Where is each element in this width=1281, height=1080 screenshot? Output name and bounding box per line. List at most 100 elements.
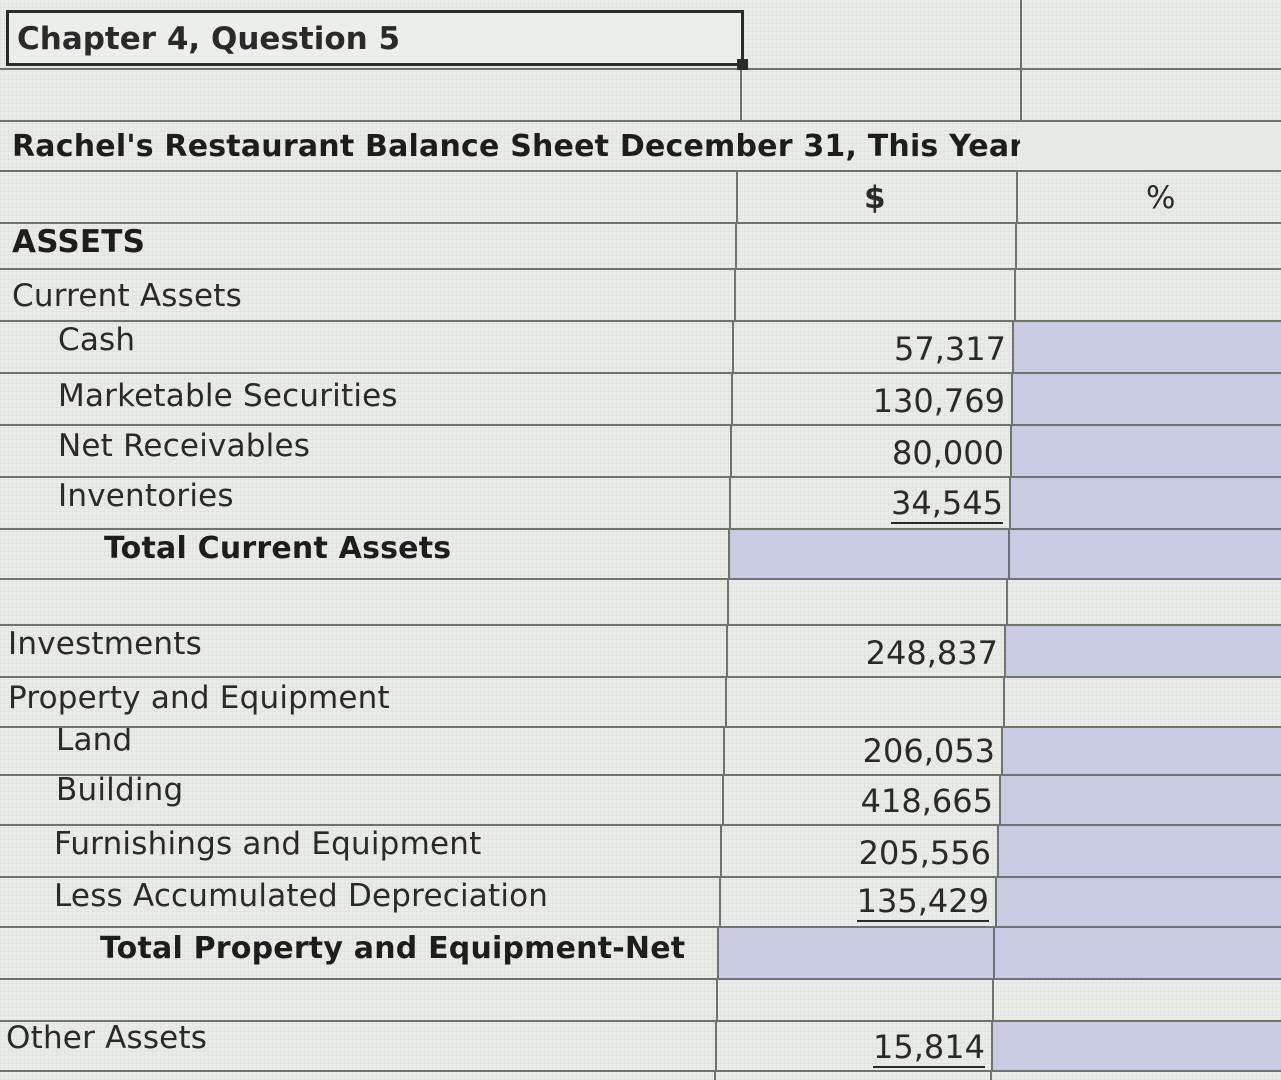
other-assets-label-cell[interactable]: Other Assets bbox=[0, 1022, 717, 1070]
furnishings-label: Furnishings and Equipment bbox=[54, 826, 482, 862]
other-assets-percent-cell[interactable] bbox=[993, 1022, 1281, 1070]
total-current-assets-amount-cell[interactable] bbox=[730, 530, 1010, 578]
sheet-row-total-current-assets: Total Current Assets bbox=[0, 530, 1281, 580]
property-equipment-label-cell[interactable]: Property and Equipment bbox=[0, 678, 727, 726]
investments-percent-cell[interactable] bbox=[1006, 626, 1281, 676]
total-current-assets-label: Total Current Assets bbox=[104, 531, 452, 566]
cash-amount: 57,317 bbox=[894, 330, 1006, 368]
sheet-row-land: Land 206,053 bbox=[0, 728, 1281, 776]
other-assets-amount: 15,814 bbox=[873, 1028, 985, 1068]
sheet-row-current-assets: Current Assets bbox=[0, 270, 1281, 322]
fill-handle[interactable] bbox=[737, 59, 748, 70]
land-label: Land bbox=[56, 728, 133, 758]
selected-cell-title[interactable]: Chapter 4, Question 5 bbox=[6, 10, 748, 70]
cell-blank[interactable] bbox=[0, 980, 718, 1020]
cell-blank[interactable] bbox=[742, 70, 1022, 120]
land-amount: 206,053 bbox=[862, 732, 995, 770]
other-assets-amount-cell[interactable]: 15,814 bbox=[717, 1022, 993, 1070]
total-pe-net-percent-cell[interactable] bbox=[995, 928, 1281, 978]
inventories-amount-cell[interactable]: 34,545 bbox=[731, 478, 1011, 528]
furnishings-label-cell[interactable]: Furnishings and Equipment bbox=[0, 826, 722, 876]
sheet-row-accumulated-depreciation: Less Accumulated Depreciation 135,429 bbox=[0, 878, 1281, 928]
cell-blank[interactable] bbox=[0, 70, 742, 120]
cash-label-cell[interactable]: Cash bbox=[0, 322, 734, 372]
furnishings-amount-cell[interactable]: 205,556 bbox=[722, 826, 999, 876]
sheet-row-blank-1 bbox=[0, 70, 1281, 122]
building-amount-cell[interactable]: 418,665 bbox=[724, 776, 1001, 824]
cell-e-title-row[interactable] bbox=[1022, 0, 1281, 68]
building-percent-cell[interactable] bbox=[1001, 776, 1281, 824]
sheet-row-title bbox=[0, 0, 1281, 70]
sheet-row-net-receivables: Net Receivables 80,000 bbox=[0, 426, 1281, 478]
inventories-percent-cell[interactable] bbox=[1011, 478, 1281, 528]
land-percent-cell[interactable] bbox=[1003, 728, 1281, 774]
marketable-securities-percent-cell[interactable] bbox=[1013, 374, 1281, 424]
balance-sheet-heading: Rachel's Restaurant Balance Sheet Decemb… bbox=[12, 129, 1025, 164]
sheet-row-heading: Rachel's Restaurant Balance Sheet Decemb… bbox=[0, 122, 1281, 172]
cell-blank[interactable] bbox=[737, 224, 1017, 268]
sheet-row-property-equipment: Property and Equipment bbox=[0, 678, 1281, 728]
sheet-row-investments: Investments 248,837 bbox=[0, 626, 1281, 678]
cell-blank[interactable] bbox=[994, 980, 1281, 1020]
cash-percent-cell[interactable] bbox=[1014, 322, 1281, 372]
net-receivables-amount-cell[interactable]: 80,000 bbox=[732, 426, 1012, 476]
accumulated-depreciation-percent-cell[interactable] bbox=[997, 878, 1281, 926]
cell-blank[interactable] bbox=[1020, 122, 1281, 170]
sheet-row-building: Building 418,665 bbox=[0, 776, 1281, 826]
investments-label-cell[interactable]: Investments bbox=[0, 626, 728, 676]
marketable-securities-amount-cell[interactable]: 130,769 bbox=[733, 374, 1013, 424]
net-receivables-percent-cell[interactable] bbox=[1012, 426, 1281, 476]
marketable-securities-label-cell[interactable]: Marketable Securities bbox=[0, 374, 733, 424]
cell-blank[interactable] bbox=[0, 1072, 716, 1080]
marketable-securities-amount: 130,769 bbox=[872, 382, 1005, 420]
total-pe-net-amount-cell[interactable] bbox=[719, 928, 995, 978]
total-pe-net-label: Total Property and Equipment-Net bbox=[100, 931, 686, 966]
dollar-header-cell[interactable]: $ bbox=[738, 172, 1018, 222]
percent-header-cell[interactable]: % bbox=[1018, 172, 1281, 222]
accumulated-depreciation-amount: 135,429 bbox=[856, 882, 989, 922]
net-receivables-label-cell[interactable]: Net Receivables bbox=[0, 426, 732, 476]
cell-blank[interactable] bbox=[0, 172, 738, 222]
cell-blank[interactable] bbox=[0, 580, 729, 624]
cell-blank[interactable] bbox=[729, 580, 1008, 624]
cell-d-title-row[interactable] bbox=[744, 0, 1022, 68]
current-assets-label: Current Assets bbox=[12, 278, 242, 314]
cell-blank[interactable] bbox=[1005, 678, 1281, 726]
sheet-row-blank-3 bbox=[0, 980, 1281, 1022]
sheet-row-blank-2 bbox=[0, 580, 1281, 626]
cell-blank[interactable] bbox=[1017, 224, 1281, 268]
furnishings-percent-cell[interactable] bbox=[999, 826, 1281, 876]
land-amount-cell[interactable]: 206,053 bbox=[725, 728, 1003, 774]
inventories-amount: 34,545 bbox=[891, 484, 1003, 524]
sheet-title: Chapter 4, Question 5 bbox=[17, 21, 401, 57]
cell-blank[interactable] bbox=[727, 678, 1005, 726]
net-receivables-label: Net Receivables bbox=[58, 428, 311, 464]
cash-amount-cell[interactable]: 57,317 bbox=[734, 322, 1014, 372]
accumulated-depreciation-amount-cell[interactable]: 135,429 bbox=[721, 878, 997, 926]
assets-label-cell[interactable]: ASSETS bbox=[0, 224, 737, 268]
building-label-cell[interactable]: Building bbox=[0, 776, 724, 824]
sheet-row-cash: Cash 57,317 bbox=[0, 322, 1281, 374]
total-pe-net-label-cell[interactable]: Total Property and Equipment-Net bbox=[0, 928, 719, 978]
building-label: Building bbox=[56, 776, 184, 808]
sheet-row-headers: $ % bbox=[0, 172, 1281, 224]
cell-blank[interactable] bbox=[716, 1072, 992, 1080]
total-current-assets-label-cell[interactable]: Total Current Assets bbox=[0, 530, 730, 578]
current-assets-label-cell[interactable]: Current Assets bbox=[0, 270, 736, 320]
investments-amount: 248,837 bbox=[865, 634, 998, 672]
assets-label: ASSETS bbox=[12, 224, 146, 260]
accumulated-depreciation-label-cell[interactable]: Less Accumulated Depreciation bbox=[0, 878, 721, 926]
inventories-label-cell[interactable]: Inventories bbox=[0, 478, 731, 528]
land-label-cell[interactable]: Land bbox=[0, 728, 725, 774]
cell-blank[interactable] bbox=[1008, 580, 1281, 624]
sheet-row-inventories: Inventories 34,545 bbox=[0, 478, 1281, 530]
total-current-assets-percent-cell[interactable] bbox=[1010, 530, 1281, 578]
sheet-row-other-assets: Other Assets 15,814 bbox=[0, 1022, 1281, 1072]
investments-amount-cell[interactable]: 248,837 bbox=[728, 626, 1006, 676]
cell-blank[interactable] bbox=[718, 980, 994, 1020]
cell-blank[interactable] bbox=[1016, 270, 1281, 320]
building-amount: 418,665 bbox=[860, 782, 993, 820]
cell-blank[interactable] bbox=[736, 270, 1016, 320]
net-receivables-amount: 80,000 bbox=[892, 434, 1004, 472]
marketable-securities-label: Marketable Securities bbox=[58, 378, 398, 414]
